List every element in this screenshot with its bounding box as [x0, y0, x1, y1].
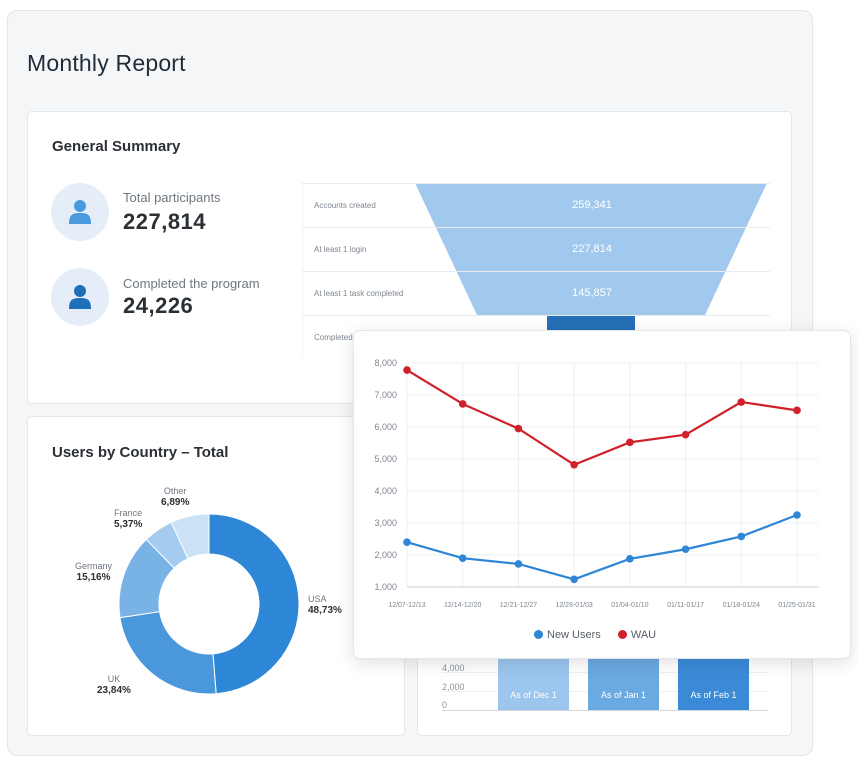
- funnel-value: 259,341: [572, 199, 612, 211]
- funnel-value: 145,857: [572, 287, 612, 299]
- data-point-wau: [458, 400, 467, 408]
- slice-pct: 23,84%: [97, 685, 131, 696]
- completed-program-label: Completed the program: [123, 276, 260, 291]
- country-donut: [118, 513, 300, 695]
- completed-avatar: [51, 268, 109, 326]
- y-tick-label: 3,000: [374, 518, 397, 528]
- slice-name: Other: [163, 486, 187, 496]
- funnel-label: Completed: [314, 333, 353, 342]
- line-chart: 8,000 7,000 6,000 5,000 4,000 3,000 2,000 1,000…: [374, 358, 819, 609]
- data-point-wau: [793, 406, 801, 415]
- donut-label-france: France 5,37%: [114, 507, 142, 531]
- legend-dot: [617, 630, 627, 639]
- data-point-wau: [403, 366, 411, 374]
- y-tick-label: 2,000: [374, 550, 397, 560]
- legend-label: New Users: [547, 629, 601, 641]
- slice-name: Germany: [75, 561, 113, 571]
- total-participants-label: Total participants: [123, 190, 221, 205]
- data-point-wau: [737, 398, 746, 406]
- data-point-new-users: [403, 538, 411, 546]
- legend-label: WAU: [630, 629, 657, 641]
- y-tick-label: 6,000: [374, 422, 397, 432]
- data-point-new-users: [570, 575, 578, 584]
- x-tick-label: 01/18-01/24: [723, 602, 760, 609]
- slice-name: UK: [107, 674, 121, 684]
- data-point-new-users: [514, 560, 523, 568]
- donut-slice-uk: [119, 611, 217, 695]
- bar-ytick: 0: [442, 700, 448, 710]
- legend-dot: [534, 630, 543, 639]
- bar-jan: As of Jan 1: [588, 657, 659, 710]
- y-tick-label: 7,000: [374, 390, 397, 400]
- total-participants-value: 227,814: [123, 209, 207, 234]
- donut-label-uk: UK 23,84%: [97, 673, 131, 697]
- completed-program-value: 24,226: [123, 293, 194, 318]
- page-title: Monthly Report: [27, 50, 186, 76]
- legend-item-wau[interactable]: WAU: [617, 629, 657, 641]
- line-chart-card: 8,000 7,000 6,000 5,000 4,000 3,000 2,000 1,000…: [353, 330, 851, 659]
- person-icon: [69, 285, 91, 309]
- x-tick-label: 01/11-01/17: [667, 602, 704, 609]
- series-line-new-users: [406, 513, 798, 581]
- slice-pct: 48,73%: [308, 605, 342, 616]
- data-point-wau: [570, 460, 578, 469]
- x-tick-label: 01/25-01/31: [778, 602, 815, 609]
- x-tick-label: 01/04-01/10: [611, 602, 648, 609]
- data-point-new-users: [681, 545, 690, 554]
- funnel-value: 227,814: [572, 243, 612, 255]
- data-point-wau: [514, 424, 523, 433]
- y-tick-label: 8,000: [374, 358, 397, 368]
- funnel-row: At least 1 login 227,814: [302, 227, 770, 272]
- x-tick-label: 12/07-12/13: [388, 602, 425, 609]
- y-tick-label: 5,000: [374, 454, 397, 464]
- data-point-new-users: [458, 554, 467, 562]
- legend-item-new-users[interactable]: New Users: [534, 629, 604, 641]
- donut-slice-usa: [208, 513, 300, 695]
- bar-axis: [442, 710, 768, 711]
- data-point-wau: [681, 430, 690, 439]
- funnel-row: Accounts created 259,341: [302, 183, 770, 228]
- chart-legend: New Users WAU: [534, 629, 656, 641]
- slice-pct: 6,89%: [161, 497, 190, 508]
- y-tick-label: 1,000: [374, 582, 397, 592]
- funnel-row: At least 1 task completed 145,857: [302, 271, 770, 316]
- donut-label-usa: USA 48,73%: [308, 593, 342, 617]
- bar-ytick: 2,000: [442, 682, 465, 692]
- x-tick-label: 12/28-01/03: [555, 602, 592, 609]
- donut-label-other: Other 6,89%: [161, 485, 189, 509]
- donut-label-germany: Germany 15,16%: [75, 560, 112, 584]
- bar-dec: As of Dec 1: [498, 657, 569, 710]
- funnel-label: Accounts created: [314, 201, 376, 210]
- bar-ytick: 4,000: [442, 663, 465, 673]
- y-tick-label: 4,000: [374, 486, 397, 496]
- summary-title: General Summary: [52, 138, 181, 155]
- bar-feb: As of Feb 1: [678, 657, 749, 710]
- bar-label: As of Jan 1: [600, 690, 647, 700]
- funnel-label: At least 1 login: [314, 245, 367, 254]
- data-point-new-users: [737, 532, 746, 541]
- funnel-label: At least 1 task completed: [314, 289, 404, 298]
- series-line-wau: [406, 369, 798, 466]
- funnel-row: Completed: [302, 315, 770, 360]
- participants-avatar: [51, 183, 109, 241]
- country-title: Users by Country – Total: [52, 444, 229, 461]
- donut-slice-other: [170, 513, 210, 560]
- x-tick-label: 12/14-12/20: [444, 602, 481, 609]
- x-tick-label: 12/21-12/27: [500, 602, 537, 609]
- data-point-wau: [626, 438, 634, 447]
- slice-name: France: [114, 508, 143, 518]
- data-point-new-users: [626, 555, 634, 563]
- slice-name: USA: [308, 594, 327, 604]
- bar-label: As of Dec 1: [510, 690, 557, 700]
- bar-label: As of Feb 1: [690, 690, 737, 700]
- slice-pct: 5,37%: [114, 519, 143, 530]
- person-icon: [69, 200, 91, 224]
- data-point-new-users: [793, 511, 801, 519]
- slice-pct: 15,16%: [76, 572, 111, 583]
